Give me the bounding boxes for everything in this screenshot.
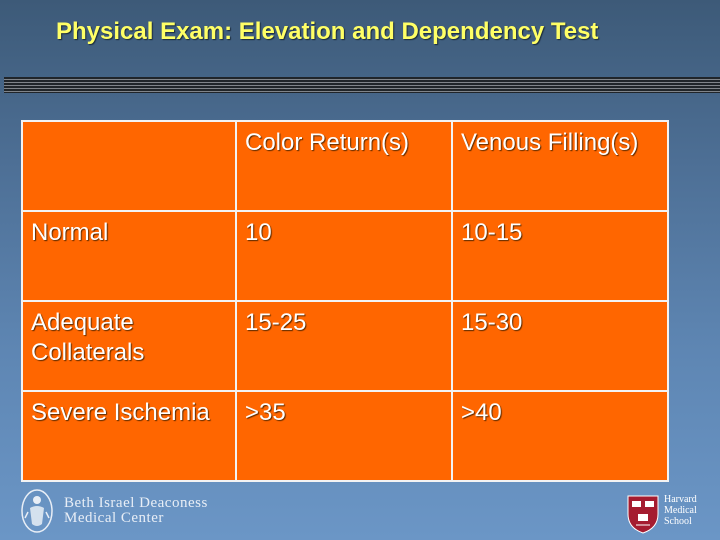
- header-cell-venous-filling: Venous Filling(s): [451, 120, 669, 212]
- table-row: Normal 10 10-15: [21, 210, 669, 302]
- bidmc-logo: Beth Israel Deaconess Medical Center: [20, 488, 208, 534]
- table-cell: >40: [451, 390, 669, 482]
- title-divider: [4, 77, 720, 93]
- header-cell-color-return: Color Return(s): [235, 120, 453, 212]
- hms-line3: School: [664, 516, 692, 527]
- table-cell: 10-15: [451, 210, 669, 302]
- harvard-logo: Harvard Medical School: [626, 494, 697, 534]
- row-label: Adequate Collaterals: [21, 300, 237, 392]
- hms-line1: Harvard: [664, 494, 697, 505]
- row-label: Severe Ischemia: [21, 390, 237, 482]
- row-label: Normal: [21, 210, 237, 302]
- table-header-row: Color Return(s) Venous Filling(s): [21, 120, 669, 212]
- bidmc-name-line2: Medical Center: [64, 510, 164, 526]
- table-row: Severe Ischemia >35 >40: [21, 390, 669, 482]
- table-cell: 10: [235, 210, 453, 302]
- table-cell: >35: [235, 390, 453, 482]
- table-cell: 15-30: [451, 300, 669, 392]
- bidmc-seal-icon: [21, 489, 53, 533]
- header-cell-empty: [21, 120, 237, 212]
- harvard-shield-icon: [627, 495, 659, 534]
- slide-title: Physical Exam: Elevation and Dependency …: [56, 18, 599, 45]
- data-table: Color Return(s) Venous Filling(s) Normal…: [21, 120, 669, 482]
- bidmc-name-line1: Beth Israel Deaconess: [64, 495, 208, 511]
- table-row: Adequate Collaterals 15-25 15-30: [21, 300, 669, 392]
- hms-line2: Medical: [664, 505, 697, 516]
- table-cell: 15-25: [235, 300, 453, 392]
